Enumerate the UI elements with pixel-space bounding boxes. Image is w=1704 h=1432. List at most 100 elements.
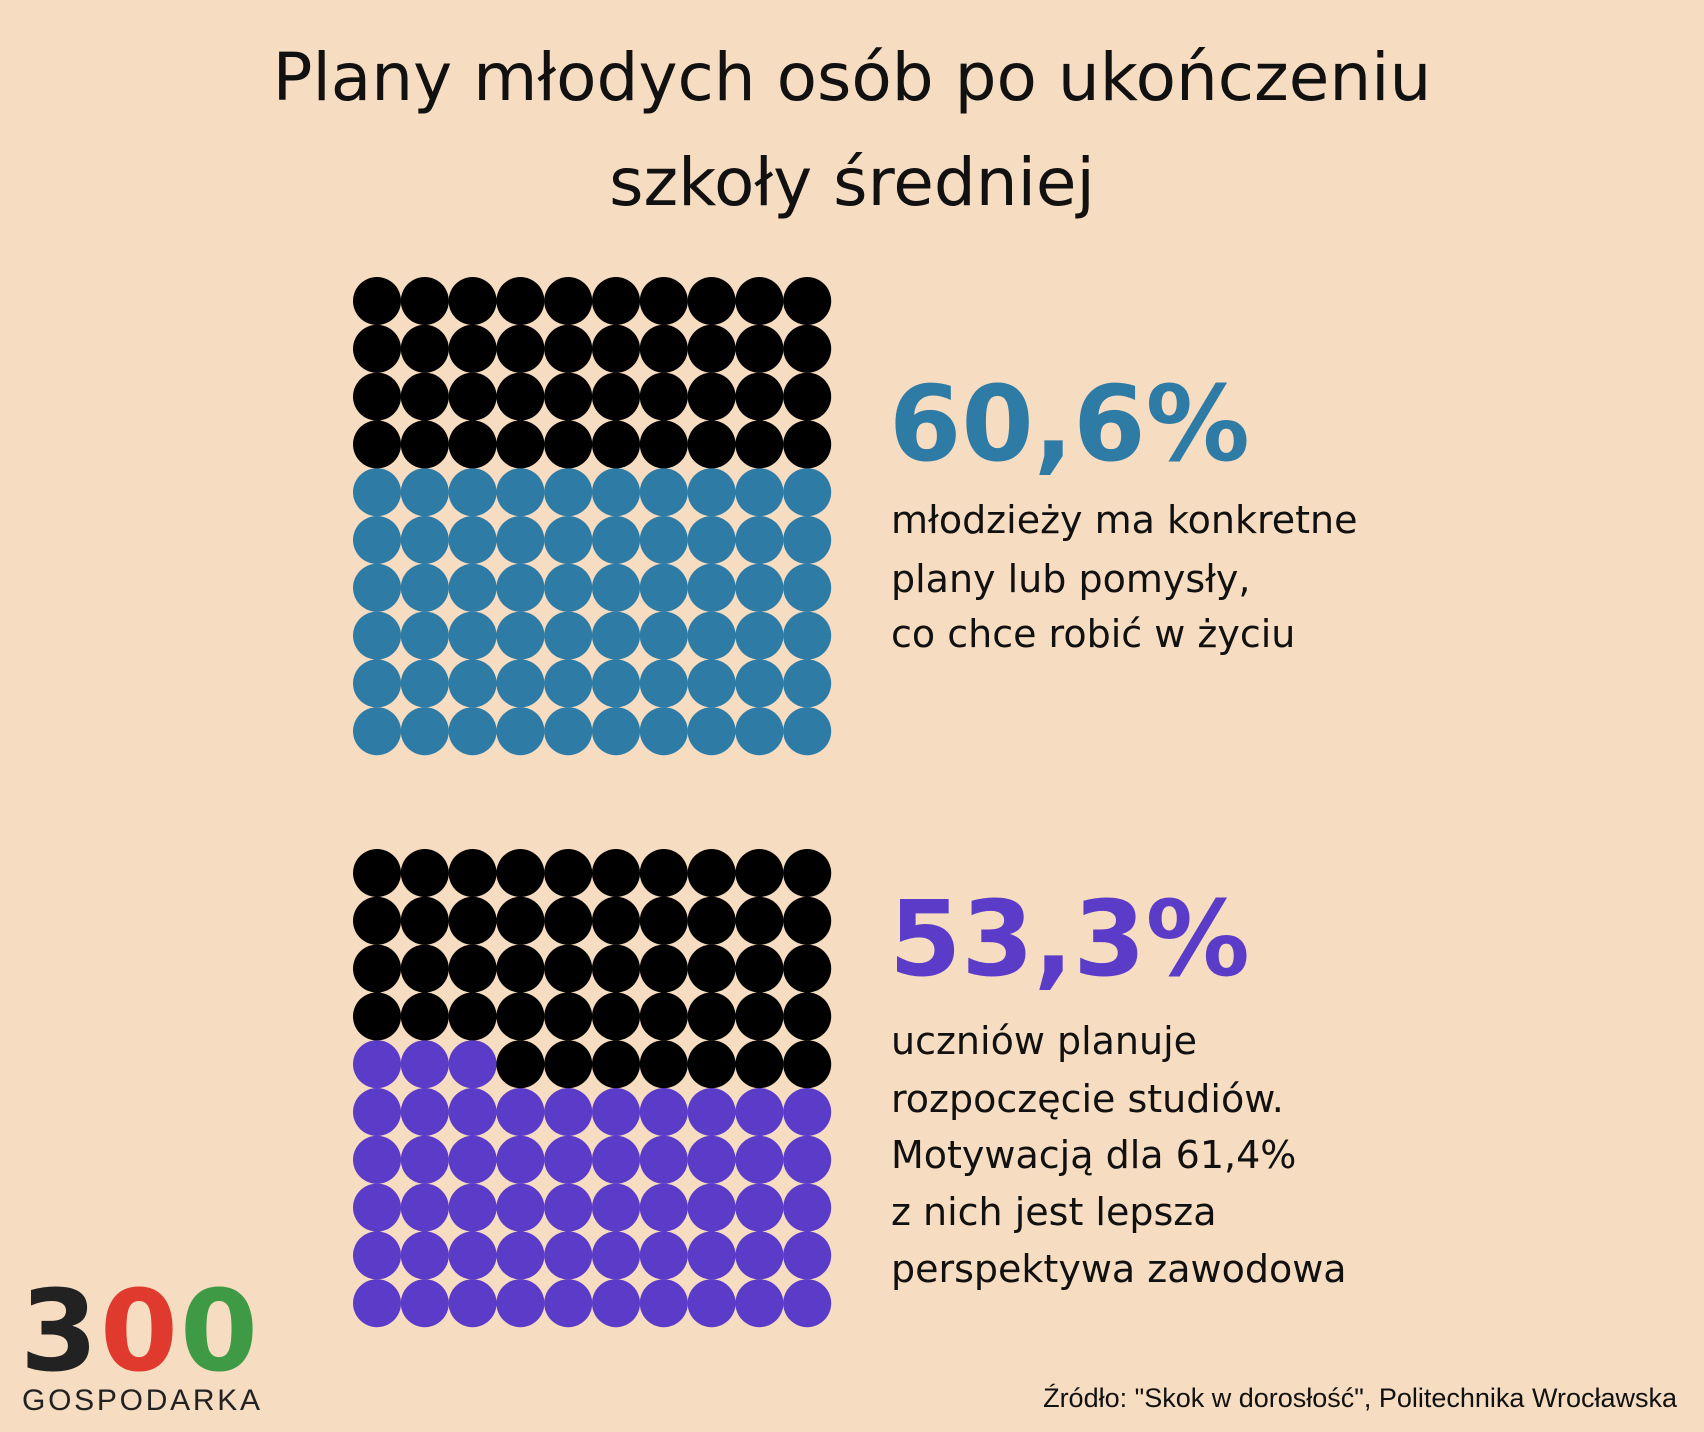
waffle-dot: [448, 468, 497, 517]
waffle-rest-dot: [735, 277, 784, 325]
description-line: co chce robić w życiu: [891, 612, 1295, 656]
waffle-dot: [687, 563, 736, 612]
waffle-dot: [687, 1183, 736, 1232]
waffle-dot: [783, 659, 832, 708]
waffle-dot: [735, 563, 784, 612]
waffle-rest-dot: [639, 277, 688, 325]
waffle-dot: [353, 1088, 401, 1136]
waffle-dot: [592, 611, 640, 660]
waffle-rest-dot: [544, 372, 593, 421]
waffle-dot: [639, 707, 688, 756]
waffle-rest-dot: [400, 896, 449, 945]
waffle-rest-dot: [687, 324, 736, 373]
waffle-rest-dot: [353, 372, 401, 421]
waffle-dot: [783, 1135, 832, 1184]
waffle-dot: [592, 659, 640, 708]
waffle-dot: [783, 611, 832, 660]
waffle-rest-dot: [496, 372, 545, 421]
waffle-dot: [735, 516, 784, 564]
waffle-rest-dot: [400, 324, 449, 373]
waffle-dot: [687, 707, 736, 756]
waffle-rest-dot: [687, 277, 736, 325]
waffle-dot: [353, 1135, 401, 1184]
waffle-rest-dot: [783, 324, 832, 373]
description-line: Motywacją dla 61,4%: [891, 1133, 1296, 1177]
waffle-dot: [639, 1183, 688, 1232]
waffle-dot: [496, 1088, 545, 1136]
waffle-dot: [544, 659, 593, 708]
waffle-dot: [735, 1279, 784, 1328]
waffle-rest-dot: [400, 372, 449, 421]
waffle-dot: [496, 1135, 545, 1184]
waffle-dot: [353, 468, 401, 517]
waffle-dot: [592, 516, 640, 564]
waffle-dot: [735, 707, 784, 756]
waffle-dot: [400, 563, 449, 612]
waffle-rest-dot: [639, 420, 688, 469]
waffle-rest-dot: [735, 944, 784, 993]
waffle-rest-dot: [496, 992, 545, 1041]
waffle-dot: [783, 707, 832, 756]
value-label: 60,6%: [889, 363, 1250, 485]
waffle-dot: [400, 611, 449, 660]
waffle-rest-dot: [353, 992, 401, 1041]
waffle-dot: [400, 659, 449, 708]
waffle-rest-dot: [783, 849, 832, 897]
waffle-rest-dot: [639, 849, 688, 897]
waffle-rest-dot: [639, 944, 688, 993]
waffle-dot: [687, 468, 736, 517]
waffle-rest-dot: [448, 372, 497, 421]
waffle-dot: [735, 1088, 784, 1136]
waffle-dot: [592, 1279, 640, 1328]
waffle-dot: [544, 1231, 593, 1280]
waffle-dot: [353, 563, 401, 612]
description-line: młodzieży ma konkretne: [891, 498, 1357, 542]
waffle-dot: [496, 707, 545, 756]
waffle-dot: [353, 1183, 401, 1232]
source: Źródło: "Skok w dorosłość", Politechnika…: [1043, 1383, 1678, 1413]
waffle-rest-dot: [592, 992, 640, 1041]
waffle-rest-dot: [544, 896, 593, 945]
description-line: z nich jest lepsza: [891, 1190, 1217, 1234]
waffle-rest-dot: [592, 849, 640, 897]
waffle-dot: [353, 516, 401, 564]
waffle-dot: [496, 611, 545, 660]
waffle-rest-dot: [448, 944, 497, 993]
logo-name: GOSPODARKA: [22, 1384, 260, 1417]
waffle-dot: [448, 659, 497, 708]
waffle-rest-dot: [544, 849, 593, 897]
description-line: rozpoczęcie studiów.: [891, 1077, 1284, 1121]
waffle-dot: [400, 468, 449, 517]
waffle-rest-dot: [400, 992, 449, 1041]
waffle-rest-dot: [592, 944, 640, 993]
waffle-dot: [592, 563, 640, 612]
waffle-rest-dot: [735, 372, 784, 421]
waffle-rest-dot: [400, 277, 449, 325]
waffle-dot: [544, 1183, 593, 1232]
waffle-rest-dot: [496, 277, 545, 325]
waffle-rest-dot: [735, 992, 784, 1041]
waffle-dot: [496, 1231, 545, 1280]
waffle-rest-dot: [687, 1040, 736, 1089]
waffle-rest-dot: [544, 1040, 593, 1089]
waffle-rest-dot: [687, 944, 736, 993]
waffle-dot: [735, 468, 784, 517]
waffle-dot: [735, 611, 784, 660]
logo-digit: 0: [180, 1267, 258, 1397]
waffle-rest-dot: [496, 1040, 545, 1089]
waffle-rest-dot: [687, 849, 736, 897]
waffle-rest-dot: [496, 944, 545, 993]
waffle-rest-dot: [687, 992, 736, 1041]
waffle-dot: [687, 659, 736, 708]
waffle-rest-dot: [448, 992, 497, 1041]
waffle-dot: [544, 1279, 593, 1328]
waffle-dot: [639, 1231, 688, 1280]
waffle-rest-dot: [639, 992, 688, 1041]
waffle-dot: [735, 659, 784, 708]
description-line: plany lub pomysły,: [891, 557, 1251, 601]
waffle-dot: [496, 516, 545, 564]
waffle-dot: [687, 1088, 736, 1136]
waffle-dot: [783, 1279, 832, 1328]
waffle-dot: [400, 1040, 449, 1089]
waffle-rest-dot: [735, 324, 784, 373]
